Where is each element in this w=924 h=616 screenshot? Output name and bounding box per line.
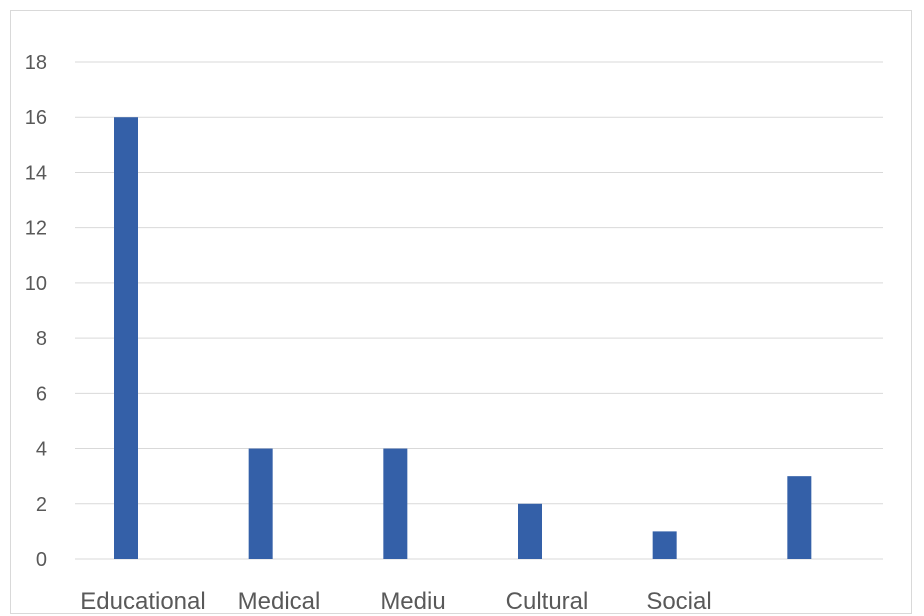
x-category-label: Cultural xyxy=(506,588,589,615)
bar-medical xyxy=(248,448,273,559)
y-tick-label: 16 xyxy=(25,107,47,129)
bar-educational xyxy=(114,117,138,559)
bar-mediu xyxy=(383,448,408,559)
chart-frame xyxy=(10,10,912,614)
y-tick-label: 4 xyxy=(36,439,47,461)
y-tick-label: 2 xyxy=(36,494,47,516)
x-category-label: Mediu xyxy=(380,588,445,615)
y-tick-label: 10 xyxy=(25,273,47,295)
bar-social xyxy=(652,531,677,559)
y-axis-tick-labels: 0 2 4 6 8 10 12 14 16 18 xyxy=(25,52,47,571)
bars xyxy=(114,117,812,559)
x-axis-category-labels: Educational Medical Mediu Cultural Social xyxy=(80,588,711,615)
y-tick-label: 8 xyxy=(36,328,47,350)
y-tick-label: 6 xyxy=(36,383,47,405)
y-tick-label: 14 xyxy=(25,162,47,184)
y-tick-label: 0 xyxy=(36,549,47,571)
x-category-label: Medical xyxy=(238,588,321,615)
x-category-label: Social xyxy=(646,588,711,615)
bar-unlabeled xyxy=(787,476,812,559)
y-tick-label: 18 xyxy=(25,52,47,74)
y-tick-label: 12 xyxy=(25,218,47,240)
bar-cultural xyxy=(518,503,542,559)
x-category-label: Educational xyxy=(80,588,205,615)
gridlines xyxy=(75,61,883,560)
